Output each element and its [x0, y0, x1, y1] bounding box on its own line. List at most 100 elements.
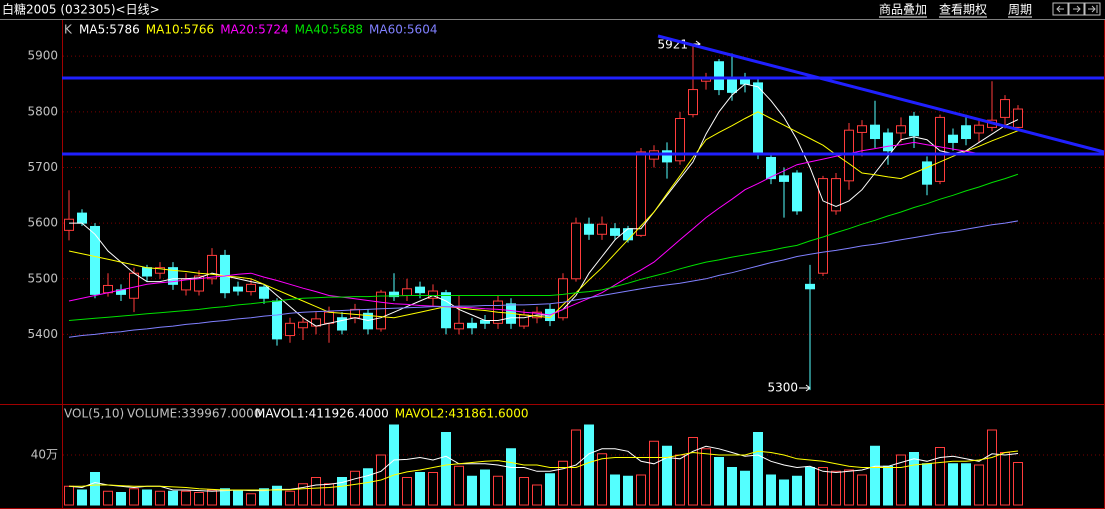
volume-bar [259, 488, 269, 506]
volume-bar [389, 424, 399, 506]
candle-body [64, 218, 74, 231]
candle-body [142, 267, 152, 277]
candle-body [831, 178, 841, 212]
volume-bar [896, 454, 906, 506]
y-tick-label: 5600 [27, 216, 58, 230]
volume-bar [779, 479, 789, 506]
ma-line [68, 141, 1018, 316]
volume-bar [363, 468, 373, 506]
candle-body [935, 116, 945, 182]
volume-bar [1013, 462, 1023, 506]
candle-body [454, 322, 464, 330]
candle-body [1000, 99, 1010, 118]
candle-body [350, 308, 360, 319]
nav-icon [1056, 5, 1064, 13]
instrument-title: 白糖2005 (032305)<日线> [2, 2, 160, 17]
candle-body [636, 151, 646, 236]
nav-buttons [1052, 2, 1101, 16]
candle-body [584, 223, 594, 235]
nav-right-button[interactable] [1068, 2, 1085, 16]
candle-body [389, 291, 399, 298]
volume-bar [961, 463, 971, 506]
ma-legend: MA10:5766 [146, 23, 214, 37]
mavol-legend: MAVOL1:411926.4000 [255, 407, 389, 421]
volume-bar [285, 490, 295, 506]
volume-bar [623, 475, 633, 506]
candle-body [77, 212, 87, 224]
volume-bar [90, 472, 100, 506]
candle-body [337, 317, 347, 331]
candle-body [623, 228, 633, 241]
ma-line [68, 173, 1019, 321]
y-tick-label: 5400 [27, 327, 58, 341]
volume-bar [610, 474, 620, 506]
nav-left-button[interactable] [1052, 2, 1069, 16]
y-tick-label: 5700 [27, 160, 58, 174]
candle-body [467, 322, 477, 329]
volume-bar [701, 448, 711, 506]
candle-body [428, 290, 438, 299]
candle-body [883, 132, 893, 152]
volume-bar [857, 474, 867, 506]
candle-body [610, 228, 620, 236]
candle-body [857, 125, 867, 133]
volume-bar [922, 463, 932, 506]
candle-body [597, 223, 607, 235]
candle-body [818, 178, 828, 274]
volume-bar [883, 465, 893, 506]
volume-bar [116, 492, 126, 506]
volume-bar [948, 463, 958, 506]
y-tick-label: 5500 [27, 271, 58, 285]
volume-bar [792, 475, 802, 506]
candle-body [792, 172, 802, 212]
nav-icon [1073, 5, 1081, 13]
volume-bar [233, 489, 243, 506]
volume-bar [1000, 452, 1010, 506]
candle-body [207, 254, 217, 280]
low-annotation: 5300 [767, 381, 798, 395]
candle-body [896, 125, 906, 134]
volume-bar [311, 477, 321, 506]
drawn-trend-line [657, 34, 1105, 154]
volume-bar [662, 445, 672, 506]
candle-body [688, 89, 698, 116]
menu-overlay[interactable]: 商品叠加 [879, 2, 927, 17]
menu-options[interactable]: 查看期权 [939, 3, 987, 17]
volume-bar [584, 424, 594, 506]
volume-bar [688, 437, 698, 506]
y-tick-label: 5900 [27, 49, 58, 63]
volume-bar [558, 460, 568, 506]
volume-bar [415, 472, 425, 506]
candle-body [1013, 108, 1023, 128]
volume-bar [532, 484, 542, 506]
volume-bar [350, 470, 360, 506]
volume-bar [909, 452, 919, 506]
kline-label: K [64, 23, 73, 37]
menu-period[interactable]: 周期 [1008, 3, 1032, 17]
volume-bar [168, 490, 178, 506]
y-tick-label: 40万 [31, 448, 58, 462]
candle-body [948, 134, 958, 143]
volume-bar [441, 432, 451, 506]
volume-bar [467, 475, 477, 506]
volume-bar [805, 467, 815, 506]
candle-body [870, 124, 880, 140]
candle-body [246, 283, 256, 293]
ma-legend: MA40:5688 [295, 23, 363, 37]
candle-body [168, 267, 178, 285]
volume-bar [766, 474, 776, 506]
candle-body [844, 129, 854, 182]
volume-bar [727, 467, 737, 506]
ma-legend: MA60:5604 [369, 23, 437, 37]
volume-bar [181, 490, 191, 506]
candle-body [272, 300, 282, 340]
nav-end-button[interactable] [1084, 2, 1101, 16]
volume-bar [935, 447, 945, 506]
volume-bar [337, 477, 347, 506]
ma-line [68, 220, 1019, 338]
volume-bar [831, 470, 841, 506]
candle-body [753, 82, 763, 155]
candle-body [779, 175, 789, 182]
